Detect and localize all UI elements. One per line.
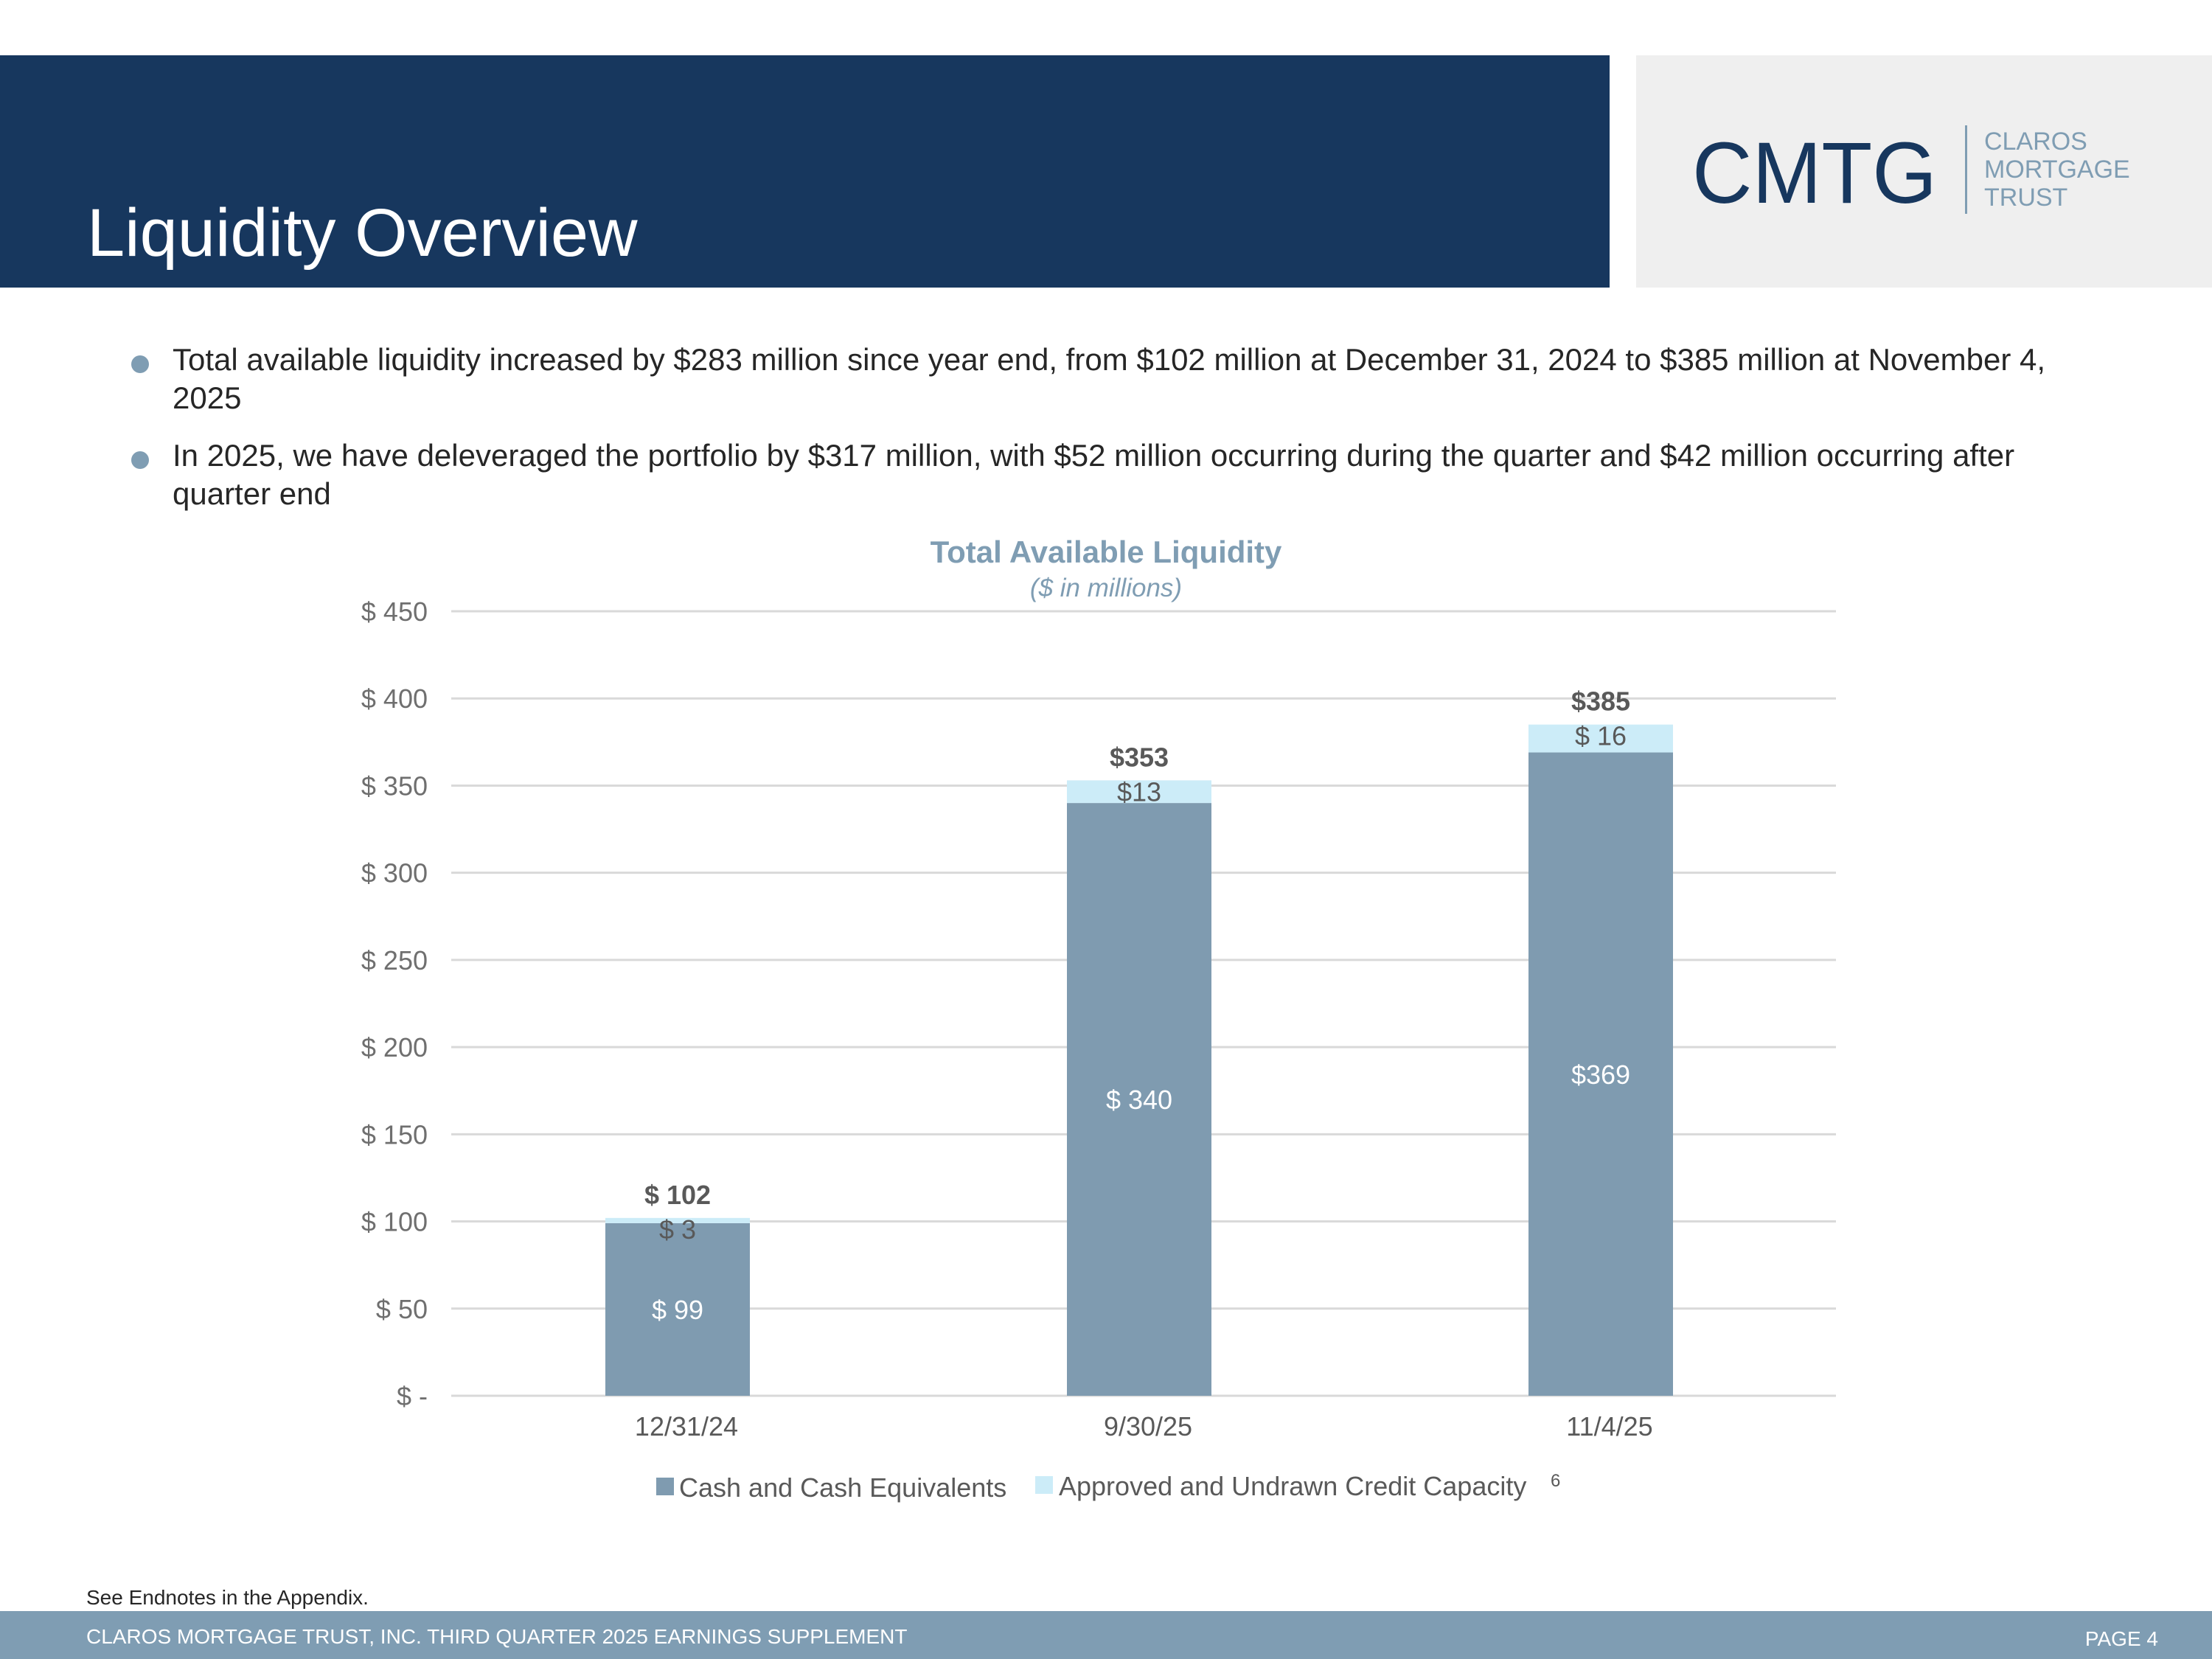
bullet-text: In 2025, we have deleveraged the portfol… [173,438,2015,511]
bar-cash [1528,752,1673,1396]
bars [605,724,1673,1396]
chart-subtitle: ($ in millions) [1030,574,1182,602]
legend: Cash and Cash Equivalents Approved and U… [656,1471,1560,1503]
footer-text: CLAROS MORTGAGE TRUST, INC. THIRD QUARTE… [86,1625,908,1648]
data-labels: $ 99 $ 3 $ 102 $ 340 $13 $353 $369 $ 16 $385 [644,686,1630,1325]
y-axis-ticks: $ - $ 50 $ 100 $ 150 $ 200 $ 250 $ 300 $ 350 $ 4… [361,597,428,1411]
y-tick-label: $ 150 [361,1119,428,1150]
cmtg-logo: CMTG CLAROS MORTGAGE TRUST [1692,125,2130,222]
bar-credit [1528,724,1673,753]
data-label-credit: $ 3 [659,1214,696,1245]
chart-title: Total Available Liquidity [931,535,1282,569]
y-tick-label: $ 300 [361,858,428,888]
footer-bar [0,1611,2212,1659]
header-bar [0,55,1610,288]
bar-credit [605,1217,750,1223]
data-label-cash: $ 340 [1106,1085,1172,1115]
y-tick-label: $ 50 [376,1294,428,1324]
data-label-credit: $13 [1117,776,1161,807]
x-tick-label: 9/30/25 [1104,1411,1192,1441]
logo-line-2: MORTGAGE [1984,156,2130,184]
bar-credit [1067,780,1211,804]
page-number: PAGE 4 [2084,1627,2158,1650]
legend-swatch-cash [656,1478,674,1495]
legend-label-cash: Cash and Cash Equivalents [679,1472,1006,1503]
endnote: See Endnotes in the Appendix. [86,1586,369,1609]
logo-mark: CMTG [1692,125,1937,222]
bullet-dot-icon [131,451,149,469]
bullet-text: Total available liquidity increased by $… [173,342,2046,415]
logo-divider [1965,125,1967,214]
data-label-total: $353 [1110,742,1169,772]
x-tick-label: 12/31/24 [635,1411,738,1441]
data-label-credit: $ 16 [1575,721,1627,751]
bullet-dot-icon [131,355,149,373]
y-tick-label: $ 400 [361,684,428,714]
y-tick-label: $ 450 [361,597,428,627]
y-tick-label: $ 250 [361,945,428,975]
liquidity-chart: Total Available Liquidity ($ in millions… [361,535,1836,1503]
page-title: Liquidity Overview [87,195,638,271]
logo-panel: CMTG CLAROS MORTGAGE TRUST [1636,55,2212,288]
bullet-item: In 2025, we have deleveraged the portfol… [128,437,2119,513]
bullet-item: Total available liquidity increased by $… [128,341,2119,417]
legend-superscript: 6 [1551,1471,1560,1491]
y-tick-label: $ 350 [361,771,428,801]
y-tick-label: $ 100 [361,1207,428,1237]
bar-cash [1067,803,1211,1396]
y-tick-label: $ 200 [361,1032,428,1062]
x-tick-label: 11/4/25 [1566,1411,1652,1441]
data-label-cash: $369 [1571,1060,1630,1090]
legend-swatch-credit [1035,1476,1053,1494]
data-label-total: $385 [1571,686,1630,717]
x-axis-ticks: 12/31/24 9/30/25 11/4/25 [635,1411,1653,1441]
logo-line-1: CLAROS [1984,128,2087,156]
data-label-cash: $ 99 [652,1295,703,1325]
bar-cash [605,1222,750,1396]
data-label-total: $ 102 [644,1180,711,1210]
y-tick-label: $ - [397,1381,428,1411]
legend-label-credit: Approved and Undrawn Credit Capacity [1059,1471,1526,1501]
bullet-list: Total available liquidity increased by $… [128,341,2119,532]
logo-line-3: TRUST [1984,184,2067,212]
